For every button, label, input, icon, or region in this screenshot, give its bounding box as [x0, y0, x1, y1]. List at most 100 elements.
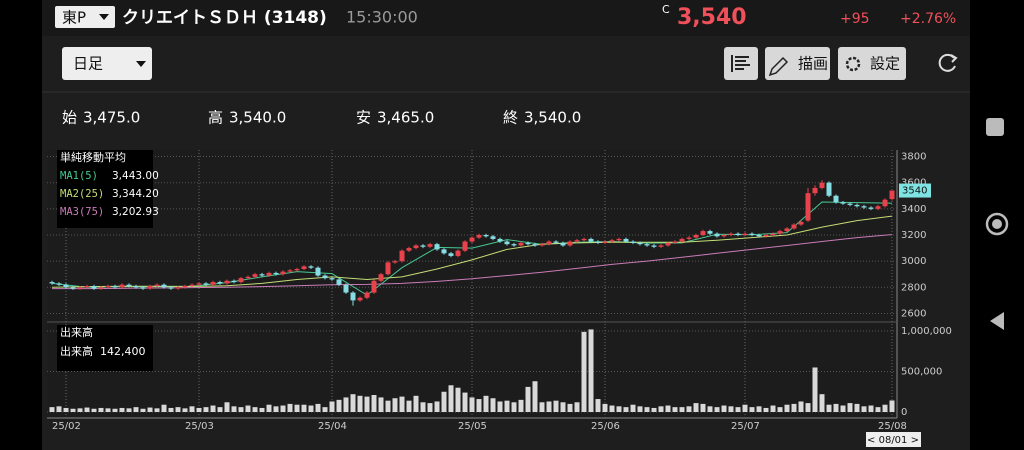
volume-bar	[819, 394, 825, 412]
volume-bar	[609, 405, 615, 412]
x-tick-label: 25/02	[52, 421, 81, 432]
change-pct: +2.76%	[900, 11, 956, 27]
period-select[interactable]	[62, 47, 152, 80]
volume-bar	[287, 403, 293, 412]
candle-body	[476, 235, 482, 238]
volume-bar	[854, 403, 860, 412]
ma-legend-name: MA1(5)	[60, 170, 98, 182]
candle-body	[112, 286, 118, 288]
ohlc-label: 終	[503, 109, 518, 127]
candle-body	[385, 262, 391, 275]
volume-bar	[315, 403, 321, 412]
volume-bar	[504, 400, 510, 412]
volume-bar	[308, 405, 314, 412]
candle-body	[504, 241, 510, 245]
y-tick-label: 3800	[901, 152, 926, 163]
ma-legend-title: 単純移動平均	[60, 150, 126, 164]
volume-bar	[189, 406, 195, 412]
ma-legend-box	[57, 150, 153, 228]
candle-body	[308, 266, 314, 268]
moving-average-line	[52, 234, 893, 290]
refresh-arrow	[950, 54, 958, 63]
volume-bar	[875, 407, 881, 412]
volume-bar	[448, 385, 454, 412]
refresh-icon[interactable]	[938, 53, 956, 72]
candle-body	[784, 228, 790, 232]
volume-bar	[70, 408, 76, 412]
candle-body	[532, 244, 538, 246]
candle-body	[875, 206, 881, 209]
candle-body	[77, 287, 83, 289]
ma-legend-value: 3,344.20	[112, 188, 159, 200]
cursor-box[interactable]	[866, 432, 921, 447]
candle-body	[343, 284, 349, 293]
volume-bar	[56, 406, 62, 412]
y-tick-label: 2800	[901, 282, 926, 293]
volume-bar	[154, 408, 160, 412]
volume-bar	[245, 405, 251, 412]
candle-body	[378, 274, 384, 281]
candle-body	[595, 241, 601, 243]
volume-bar	[476, 399, 482, 412]
candle-body	[665, 242, 671, 246]
y-tick-label: 0	[901, 407, 907, 418]
volume-bar	[280, 405, 286, 412]
candle-body	[259, 274, 265, 276]
ohlc-value: 3,540.0	[524, 109, 581, 127]
list-icon	[731, 55, 750, 72]
volume-bar	[651, 407, 657, 412]
ohlc-row: 始 3,475.0 高 3,540.0 安 3,465.0 終 3,540.0	[62, 109, 581, 127]
settings-button[interactable]	[838, 47, 906, 80]
nav-back[interactable]	[990, 312, 1004, 330]
candle-body	[672, 241, 678, 243]
volume-bar	[672, 407, 678, 412]
volume-bar	[343, 397, 349, 412]
volume-bar	[483, 395, 489, 412]
price-flag: C	[662, 3, 670, 16]
ohlc-value: 3,465.0	[377, 109, 434, 127]
candle-body	[364, 292, 370, 298]
volume-bar	[721, 405, 727, 412]
candle-body	[483, 235, 489, 237]
candle-body	[126, 284, 132, 286]
volume-bar	[399, 396, 405, 412]
candle-body	[707, 231, 713, 234]
volume-legend-value: 142,400	[100, 345, 146, 358]
volume-bar	[714, 407, 720, 412]
candle-body	[231, 280, 237, 283]
volume-bar	[259, 407, 265, 412]
time: 15:30:00	[346, 8, 418, 27]
volume-bar	[91, 408, 97, 412]
candle-body	[406, 248, 412, 251]
candle-body	[105, 286, 111, 288]
volume-bar	[749, 407, 755, 412]
volume-bar	[350, 394, 356, 412]
volume-bar	[882, 404, 888, 412]
candle-body	[728, 233, 734, 235]
candle-body	[161, 284, 167, 288]
nav-home[interactable]	[985, 212, 1009, 236]
volume-bar	[378, 397, 384, 412]
ohlc-value: 3,540.0	[229, 109, 286, 127]
nav-recent[interactable]	[986, 118, 1004, 136]
volume-legend-title: 出来高	[60, 325, 93, 339]
draw-button[interactable]	[765, 47, 830, 80]
candle-body	[392, 261, 398, 263]
candle-body	[63, 284, 69, 288]
volume-bar	[602, 403, 608, 412]
volume-bar	[525, 386, 531, 412]
candle-body	[679, 238, 685, 242]
candle-body	[49, 282, 55, 284]
market-select[interactable]	[55, 6, 115, 28]
volume-bar	[532, 381, 538, 412]
indicator-button[interactable]	[724, 47, 758, 80]
volume-bar	[147, 407, 153, 412]
stock-name: クリエイトＳＤＨ (3148)	[122, 8, 327, 28]
candle-body	[763, 235, 769, 237]
candle-body	[609, 240, 615, 242]
candle-body	[861, 206, 867, 208]
candle-body	[889, 190, 895, 200]
candle-body	[798, 221, 804, 225]
candle-body	[238, 278, 244, 283]
candle-body	[413, 245, 419, 249]
